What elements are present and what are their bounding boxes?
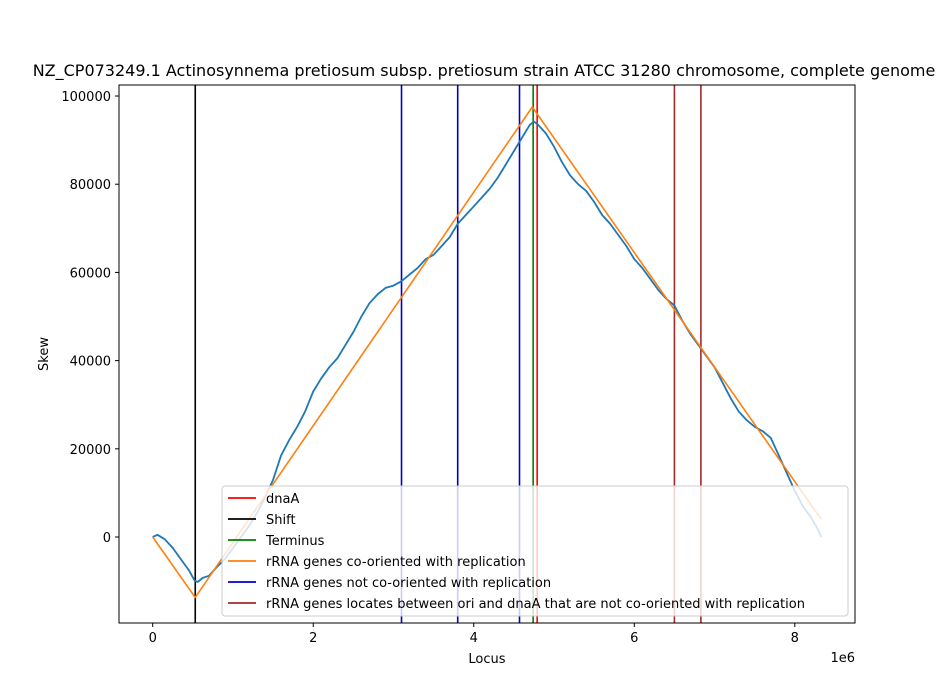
y-tick-label: 80000 [70, 178, 111, 193]
y-tick-label: 0 [103, 531, 111, 546]
axes-frame [118, 84, 856, 624]
x-axis-offset-label: 1e6 [830, 651, 855, 666]
y-tick-label: 40000 [70, 355, 111, 370]
legend-label: rRNA genes locates between ori and dnaA … [266, 597, 805, 612]
x-tick-label: 4 [470, 631, 478, 646]
y-tick-label: 60000 [70, 266, 111, 281]
y-tick-label: 20000 [70, 443, 111, 458]
legend: dnaA Shift Terminus rRNA genes co-oriented … [221, 485, 849, 617]
y-axis-label: Skew [37, 337, 52, 371]
x-axis-label: Locus [468, 652, 505, 667]
y-tick-label: 100000 [61, 90, 111, 105]
legend-label: rRNA genes not co-oriented with replicat… [266, 576, 551, 591]
chart-title: NZ_CP073249.1 Actinosynnema pretiosum su… [33, 61, 936, 81]
y-axis-ticks: 0 20000 40000 60000 80000 100000 [61, 90, 119, 546]
legend-label: Terminus [265, 534, 325, 549]
x-axis-ticks: 0 2 4 6 8 [149, 623, 799, 646]
x-tick-label: 2 [309, 631, 317, 646]
x-tick-label: 0 [149, 631, 157, 646]
legend-label: Shift [266, 513, 296, 528]
series-fit-line [152, 106, 822, 599]
x-tick-label: 8 [791, 631, 799, 646]
x-tick-label: 6 [630, 631, 638, 646]
legend-label: dnaA [266, 492, 299, 507]
legend-label: rRNA genes co-oriented with replication [266, 555, 526, 570]
legend-box [221, 485, 849, 617]
